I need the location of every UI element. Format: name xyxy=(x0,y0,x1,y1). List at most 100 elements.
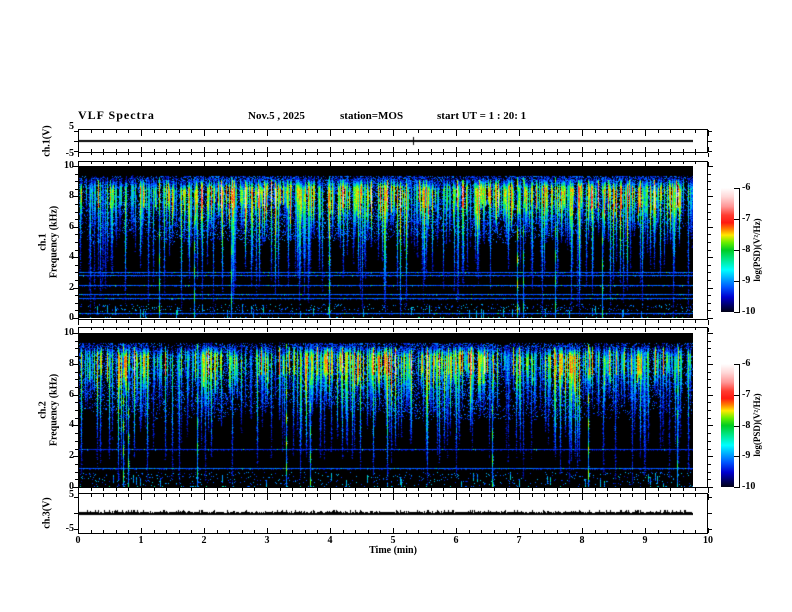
tick-mark xyxy=(708,204,711,205)
tick-mark xyxy=(519,130,520,136)
tick-mark xyxy=(75,250,78,251)
tick-mark xyxy=(317,488,318,491)
colorbar-tick-label: -8 xyxy=(742,420,751,431)
tick-mark xyxy=(494,530,495,533)
tick-mark xyxy=(74,497,78,498)
tick-mark xyxy=(469,153,470,155)
tick-mark xyxy=(74,141,78,142)
tick-mark xyxy=(204,488,205,493)
tick-mark xyxy=(254,320,255,323)
tick-mark xyxy=(658,153,659,155)
tick-mark xyxy=(607,530,608,533)
tick-mark xyxy=(481,153,482,155)
tick-mark xyxy=(103,162,104,164)
tick-mark xyxy=(204,328,205,332)
tick-mark xyxy=(658,530,659,533)
tick-mark xyxy=(469,328,470,330)
tick-mark xyxy=(431,153,432,155)
tick-mark xyxy=(242,494,243,497)
tick-mark xyxy=(116,328,117,330)
tick-mark xyxy=(75,387,78,388)
tick-mark xyxy=(380,530,381,533)
tick-mark xyxy=(544,530,545,533)
tick-mark xyxy=(532,130,533,133)
tick-mark xyxy=(582,328,583,332)
tick-mark xyxy=(355,149,356,152)
tick-mark xyxy=(116,149,117,152)
tick-mark xyxy=(418,320,419,323)
tick-mark xyxy=(456,494,457,500)
tick-mark xyxy=(179,320,180,323)
tick-mark xyxy=(343,130,344,133)
tick-mark xyxy=(91,153,92,155)
tick-mark xyxy=(141,147,142,152)
tick-mark xyxy=(607,328,608,330)
tick-mark xyxy=(569,153,570,155)
tick-mark xyxy=(569,162,570,164)
tick-mark xyxy=(204,153,205,157)
tick-mark xyxy=(217,328,218,330)
tick-mark xyxy=(632,153,633,155)
tick-mark xyxy=(75,303,78,304)
colorbar-tick-label: -7 xyxy=(742,213,751,224)
tick-mark xyxy=(330,320,331,325)
tick-mark xyxy=(607,488,608,491)
tick-mark xyxy=(595,149,596,152)
tick-mark xyxy=(443,488,444,491)
tick-mark xyxy=(544,320,545,323)
tick-mark xyxy=(481,488,482,491)
tick-mark xyxy=(645,147,646,152)
tick-mark xyxy=(582,320,583,325)
tick-mark xyxy=(708,410,711,411)
tick-mark xyxy=(75,219,78,220)
tick-mark xyxy=(734,426,740,427)
tick-mark xyxy=(141,162,142,166)
tick-mark xyxy=(683,488,684,491)
tick-mark xyxy=(456,528,457,533)
tick-mark xyxy=(229,162,230,164)
tick-mark xyxy=(305,153,306,155)
tick-mark xyxy=(368,530,369,533)
tick-mark xyxy=(494,162,495,164)
tick-mark xyxy=(204,494,205,500)
tick-mark xyxy=(595,130,596,133)
tick-mark xyxy=(595,328,596,330)
tick-mark xyxy=(494,328,495,330)
tick-mark xyxy=(116,162,117,164)
tick-mark xyxy=(645,162,646,166)
tick-mark xyxy=(242,149,243,152)
tick-mark xyxy=(267,328,268,332)
tick-mark xyxy=(632,488,633,491)
tick-mark xyxy=(695,320,696,323)
tick-mark xyxy=(544,488,545,491)
tick-mark xyxy=(645,153,646,157)
tick-mark xyxy=(166,149,167,152)
tick-mark xyxy=(75,410,78,411)
tick-mark xyxy=(330,488,331,493)
tick-mark xyxy=(103,320,104,323)
tick-mark xyxy=(481,162,482,164)
tick-mark xyxy=(343,328,344,330)
tick-mark xyxy=(91,328,92,330)
tick-mark xyxy=(292,488,293,491)
tick-mark xyxy=(191,328,192,330)
tick-mark xyxy=(431,530,432,533)
tick-mark xyxy=(620,162,621,164)
tick-mark xyxy=(519,494,520,500)
tick-mark xyxy=(670,488,671,491)
tick-mark xyxy=(242,130,243,133)
tick-mark xyxy=(620,488,621,491)
tick-mark xyxy=(431,320,432,323)
tick-mark xyxy=(91,162,92,164)
tick-mark xyxy=(620,153,621,155)
tick-mark xyxy=(355,494,356,497)
tick-mark xyxy=(443,149,444,152)
tick-mark xyxy=(191,488,192,491)
tick-mark xyxy=(670,130,671,133)
tick-mark xyxy=(734,250,740,251)
colorbar-tick-label: -10 xyxy=(742,481,756,492)
tick-mark xyxy=(418,488,419,491)
tick-mark xyxy=(191,130,192,133)
x-tick-label: 7 xyxy=(516,535,522,546)
tick-mark xyxy=(229,494,230,497)
